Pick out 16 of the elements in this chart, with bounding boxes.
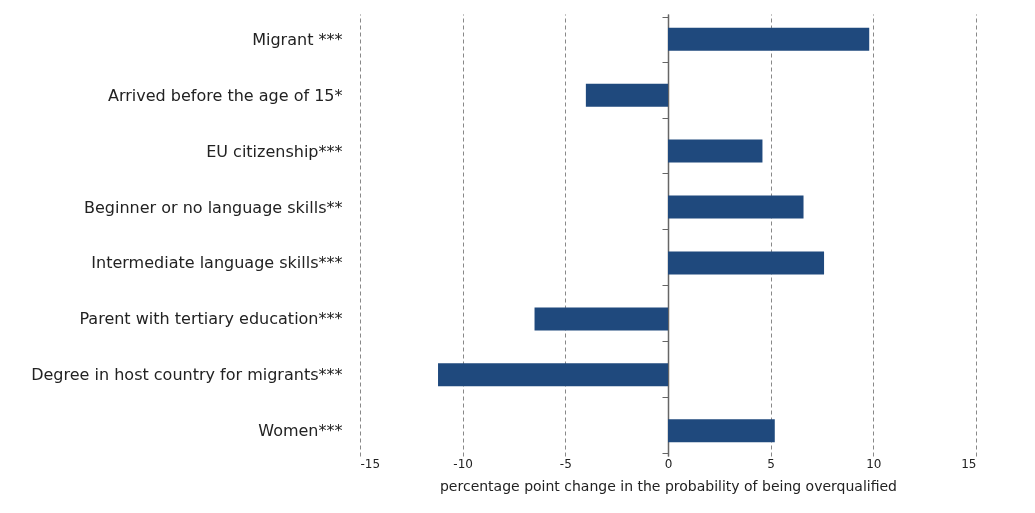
x-tick-label: 15 — [961, 456, 977, 471]
y-tick-label: Parent with tertiary education*** — [79, 309, 343, 329]
y-tick-label: Beginner or no language skills** — [83, 197, 343, 217]
y-tick-label: Arrived before the age of 15* — [108, 85, 343, 105]
y-tick-label: Migrant *** — [252, 29, 343, 49]
x-tick-label: 5 — [767, 456, 775, 471]
y-tick-label: Intermediate language skills*** — [91, 253, 343, 273]
x-tick-label: 10 — [866, 456, 882, 471]
x-tick-label: -5 — [559, 456, 572, 471]
x-tick-label: -15 — [360, 456, 381, 471]
x-tick-label: 0 — [664, 456, 673, 471]
x-tick-label: -10 — [453, 456, 473, 471]
y-tick-label: Women*** — [258, 421, 343, 441]
y-tick-label: EU citizenship*** — [206, 141, 343, 161]
x-axis-title: percentage point change in the probability of being overqualified — [439, 477, 898, 494]
y-tick-label: Degree in host country for migrants*** — [31, 365, 343, 385]
